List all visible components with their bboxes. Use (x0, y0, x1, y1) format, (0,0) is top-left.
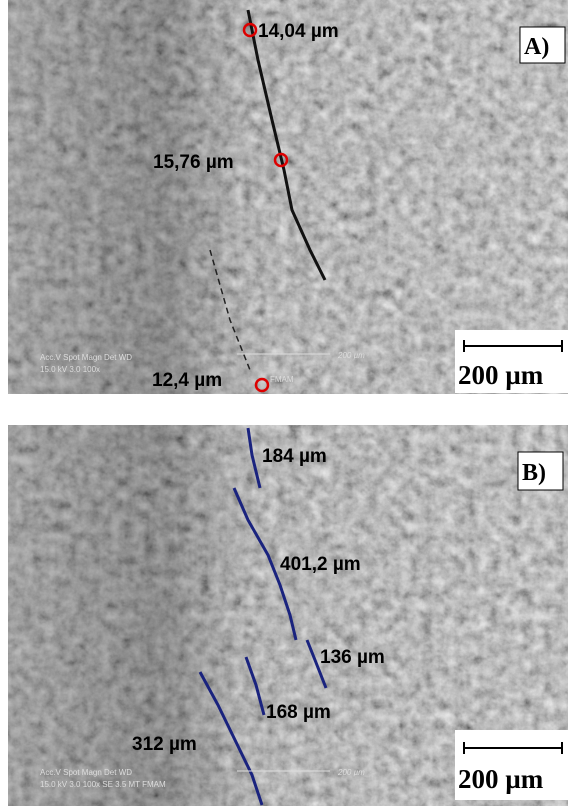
annotation: 401,2 µm (280, 554, 361, 575)
annotation: 15,76 µm (153, 152, 234, 173)
sem-footer: Acc.V Spot Magn Det WD (40, 768, 132, 777)
panel-label: B) (522, 460, 546, 486)
sem-footer: 200 µm (337, 768, 365, 777)
annotation: 12,4 µm (152, 370, 222, 391)
scale-label: 200 µm (458, 360, 544, 390)
annotation: 168 µm (266, 702, 331, 723)
annotation: 184 µm (262, 446, 327, 467)
sem-footer: 15.0 kV 3.0 100x SE 3.5 MT FMAM (40, 780, 166, 789)
panel-a: 14,04 µm 15,76 µm 12,4 µm A) Acc.V Spot … (8, 0, 568, 394)
sem-footer: FMAM (270, 375, 294, 384)
annotation: 14,04 µm (258, 21, 339, 42)
sem-footer: Acc.V Spot Magn Det WD (40, 353, 132, 362)
sem-footer: 200 µm (337, 351, 365, 360)
sem-footer: 15.0 kV 3.0 100x (40, 365, 100, 374)
annotation: 312 µm (132, 734, 197, 755)
panel-b: 184 µm 401,2 µm 136 µm 168 µm 312 µm B) … (8, 425, 568, 806)
figure: 14,04 µm 15,76 µm 12,4 µm A) Acc.V Spot … (0, 0, 569, 806)
annotation: 136 µm (320, 647, 385, 668)
panel-label: A) (524, 34, 549, 60)
scale-label: 200 µm (458, 764, 544, 794)
